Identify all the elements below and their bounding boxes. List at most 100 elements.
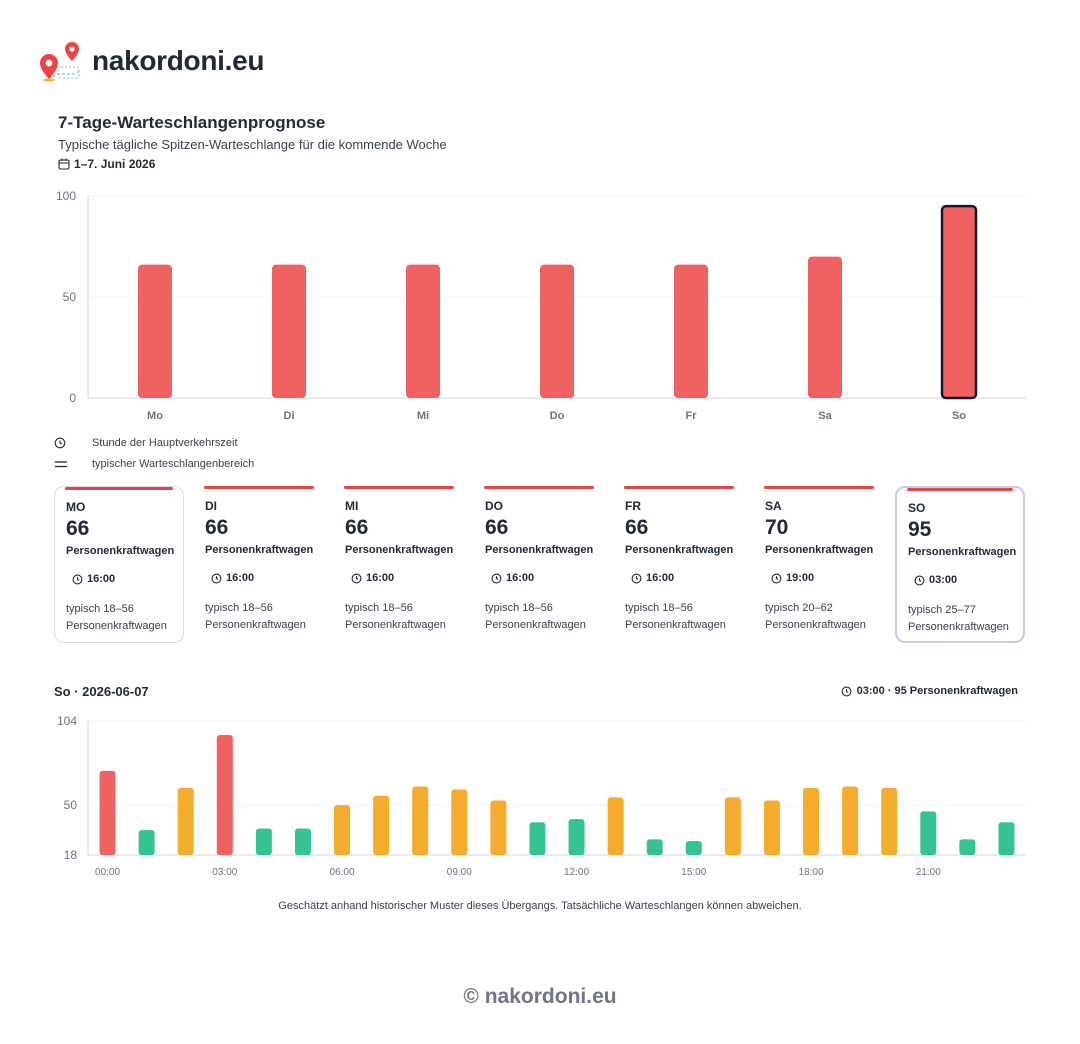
card-unit: Personenkraftwagen: [765, 544, 874, 556]
bar-mi: [406, 264, 440, 398]
card-peak-time: 16:00: [226, 572, 255, 584]
day-card-fr[interactable]: FR 66 Personenkraftwagen 16:00 typisch 1…: [614, 486, 744, 643]
card-peak: 16:00: [491, 572, 534, 584]
card-unit: Personenkraftwagen: [345, 544, 454, 556]
day-detail-title: So · 2026-06-07: [54, 684, 149, 699]
x-tick-label: Di: [284, 410, 295, 422]
card-accent-bar: [484, 486, 594, 489]
card-value: 66: [66, 517, 90, 540]
y-tick-label: 18: [64, 848, 78, 862]
y-tick-label: 100: [56, 189, 76, 203]
page-subtitle: Typische tägliche Spitzen-Warteschlange …: [58, 137, 447, 152]
card-unit: Personenkraftwagen: [485, 544, 594, 556]
hour-bar: [881, 788, 898, 855]
day-detail-peak: 03:00 · 95 Personenkraftwagen: [841, 685, 1018, 697]
bar-di: [272, 264, 306, 398]
day-card-mi[interactable]: MI 66 Personenkraftwagen 16:00 typisch 1…: [334, 486, 464, 643]
hour-bar: [373, 795, 390, 855]
day-card-mo[interactable]: MO 66 Personenkraftwagen 16:00 typisch 1…: [54, 486, 184, 643]
legend-peak-hour: Stunde der Hauptverkehrszeit: [54, 437, 238, 449]
day-card-sa[interactable]: SA 70 Personenkraftwagen 19:00 typisch 2…: [754, 486, 884, 643]
card-typical-range: typisch 18–56: [485, 602, 553, 614]
day-detail-peak-text: 03:00 · 95 Personenkraftwagen: [856, 685, 1018, 697]
hourly-forecast-chart: 18 50 104 00:00 03:00 06:00 09:00 12:00 15:00 18:…: [57, 714, 1026, 878]
x-tick-label: Mo: [147, 410, 163, 422]
card-typical: typisch 18–56 Personenkraftwagen: [205, 600, 306, 634]
hour-bar: [803, 788, 820, 855]
hour-bar: [724, 797, 741, 855]
card-accent-bar: [344, 486, 454, 489]
x-tick-label: 09:00: [447, 867, 472, 878]
card-typical-unit: Personenkraftwagen: [66, 620, 167, 632]
equals-icon: [55, 461, 67, 468]
card-peak-time: 16:00: [506, 572, 535, 584]
card-peak-time: 16:00: [87, 573, 116, 585]
x-tick-label: Sa: [818, 410, 832, 422]
card-accent-bar: [65, 487, 173, 490]
card-typical-range: typisch 20–62: [765, 602, 833, 614]
card-accent-bar: [204, 486, 314, 489]
hour-bar: [99, 770, 116, 855]
card-day: SO: [908, 501, 926, 515]
clock-icon: [211, 573, 222, 583]
hour-bar: [685, 840, 702, 855]
card-typical-unit: Personenkraftwagen: [345, 619, 446, 631]
day-card-di[interactable]: DI 66 Personenkraftwagen 16:00 typisch 1…: [194, 486, 324, 643]
card-typical: typisch 25–77 Personenkraftwagen: [908, 602, 1009, 636]
x-tick-label: Do: [550, 410, 565, 422]
card-value: 66: [205, 516, 229, 539]
card-typical: typisch 18–56 Personenkraftwagen: [485, 600, 586, 634]
card-peak: 16:00: [631, 572, 674, 584]
x-tick-label: 00:00: [95, 867, 120, 878]
hour-bar: [412, 786, 429, 855]
brand-logo[interactable]: nakordoni.eu: [38, 40, 265, 82]
card-peak: 03:00: [914, 574, 957, 586]
hour-bar: [763, 800, 780, 855]
card-value: 66: [625, 516, 649, 539]
hour-bar: [216, 735, 233, 855]
card-typical: typisch 18–56 Personenkraftwagen: [625, 600, 726, 634]
bar-fr: [674, 264, 708, 398]
card-unit: Personenkraftwagen: [205, 544, 314, 556]
card-day: DO: [485, 499, 503, 513]
hour-bar: [138, 830, 155, 855]
clock-icon: [54, 437, 66, 449]
legend-typical-range-label: typischer Warteschlangenbereich: [92, 458, 255, 470]
x-tick-label: Fr: [686, 410, 698, 422]
footer-copyright: © nakordoni.eu: [463, 985, 617, 1008]
date-range-text: 1–7. Juni 2026: [74, 157, 156, 171]
hour-bar: [842, 786, 859, 855]
card-peak: 16:00: [351, 572, 394, 584]
x-tick-label: 21:00: [916, 867, 941, 878]
disclaimer-note: Geschätzt anhand historischer Muster die…: [278, 900, 802, 912]
day-card-so[interactable]: SO 95 Personenkraftwagen 03:00 typisch 2…: [895, 486, 1025, 643]
clock-icon: [914, 575, 925, 585]
card-typical-range: typisch 18–56: [345, 602, 413, 614]
brand-name: nakordoni.eu: [92, 45, 265, 76]
legend-typical-range: typischer Warteschlangenbereich: [54, 458, 254, 470]
card-peak-time: 19:00: [786, 572, 815, 584]
card-typical-unit: Personenkraftwagen: [765, 619, 866, 631]
card-day: FR: [625, 499, 641, 513]
card-value: 95: [908, 518, 932, 541]
card-typical-range: typisch 25–77: [908, 604, 976, 616]
bar-do: [540, 264, 574, 398]
bar-mo: [138, 264, 172, 398]
card-accent-bar: [764, 486, 874, 489]
day-card-do[interactable]: DO 66 Personenkraftwagen 16:00 typisch 1…: [474, 486, 604, 643]
card-typical-range: typisch 18–56: [66, 603, 134, 615]
date-range: 1–7. Juni 2026: [58, 157, 155, 171]
bar-sa: [808, 256, 842, 398]
card-value: 66: [485, 516, 509, 539]
card-unit: Personenkraftwagen: [625, 544, 734, 556]
card-unit: Personenkraftwagen: [66, 545, 175, 557]
card-peak-time: 03:00: [929, 574, 958, 586]
hour-bar: [607, 797, 624, 855]
page-title: 7-Tage-Warteschlangenprognose: [58, 113, 326, 132]
card-accent-bar: [907, 488, 1013, 491]
day-cards: MO 66 Personenkraftwagen 16:00 typisch 1…: [54, 486, 1026, 645]
x-tick-label: Mi: [417, 410, 429, 422]
clock-icon: [491, 573, 502, 583]
card-peak-time: 16:00: [646, 572, 675, 584]
card-unit: Personenkraftwagen: [908, 546, 1017, 558]
